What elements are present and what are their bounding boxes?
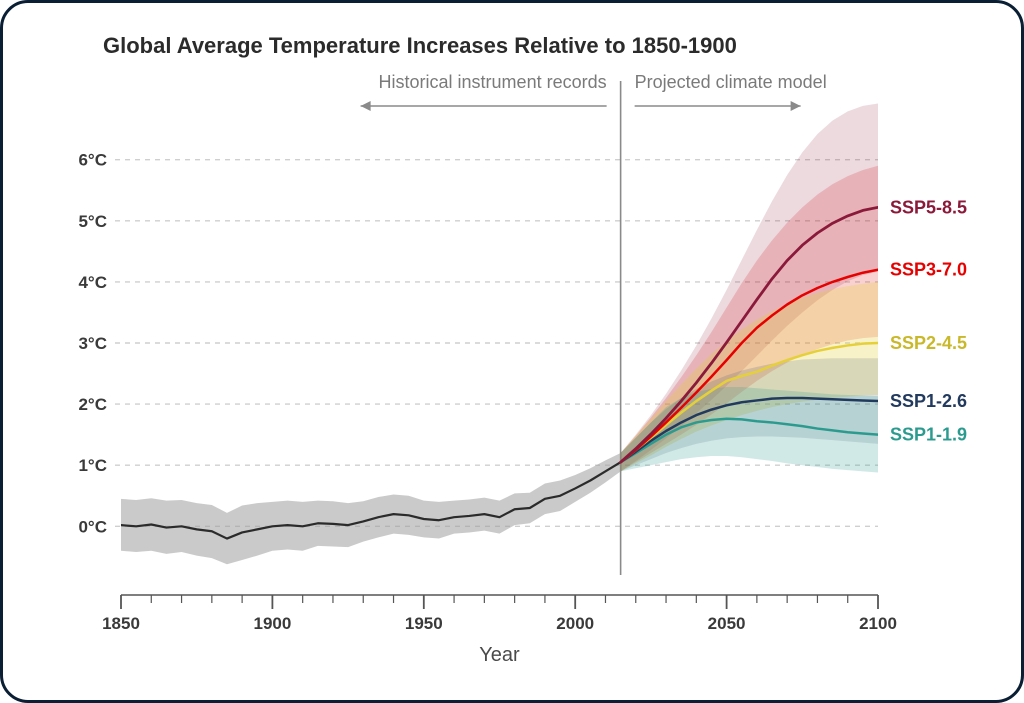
y-tick-label: 4°C [78,273,107,292]
uncertainty-bands [121,103,878,564]
y-tick-label: 3°C [78,334,107,353]
label-ssp1-1.9: SSP1-1.9 [890,425,967,445]
scenario-labels: SSP5-8.5 SSP3-7.0 SSP2-4.5 SSP1-2.6 SSP1-1.9 [890,197,967,444]
label-ssp3-7.0: SSP3-7.0 [890,260,967,280]
y-tick-label: 2°C [78,395,107,414]
y-tick-label: 1°C [78,456,107,475]
y-tick-label: 6°C [78,151,107,170]
label-ssp2-4.5: SSP2-4.5 [890,333,967,353]
label-ssp1-2.6: SSP1-2.6 [890,391,967,411]
historical-label: Historical instrument records [379,72,607,92]
chart-card: 0°C 1°C 2°C 3°C 4°C 5°C 6°C Historical instrume… [0,0,1024,703]
chart-title: Global Average Temperature Increases Rel… [103,33,737,58]
x-tick-label: 2050 [708,614,746,633]
x-tick-label: 1950 [405,614,443,633]
section-annotations: Historical instrument records Projected c… [361,72,827,111]
label-ssp5-8.5: SSP5-8.5 [890,197,967,217]
projected-label: Projected climate model [635,72,827,92]
x-tick-label: 2100 [859,614,897,633]
x-axis-label: Year [479,644,520,666]
y-tick-label: 0°C [78,517,107,536]
historical-band [121,453,621,564]
x-tick-label: 1900 [253,614,291,633]
x-axis: 1850 1900 1950 2000 2050 2100 Year [102,595,897,666]
chart-svg-container: 0°C 1°C 2°C 3°C 4°C 5°C 6°C Historical instrume… [3,3,1021,700]
y-tick-label: 5°C [78,212,107,231]
x-tick-label: 1850 [102,614,140,633]
x-tick-label: 2000 [556,614,594,633]
